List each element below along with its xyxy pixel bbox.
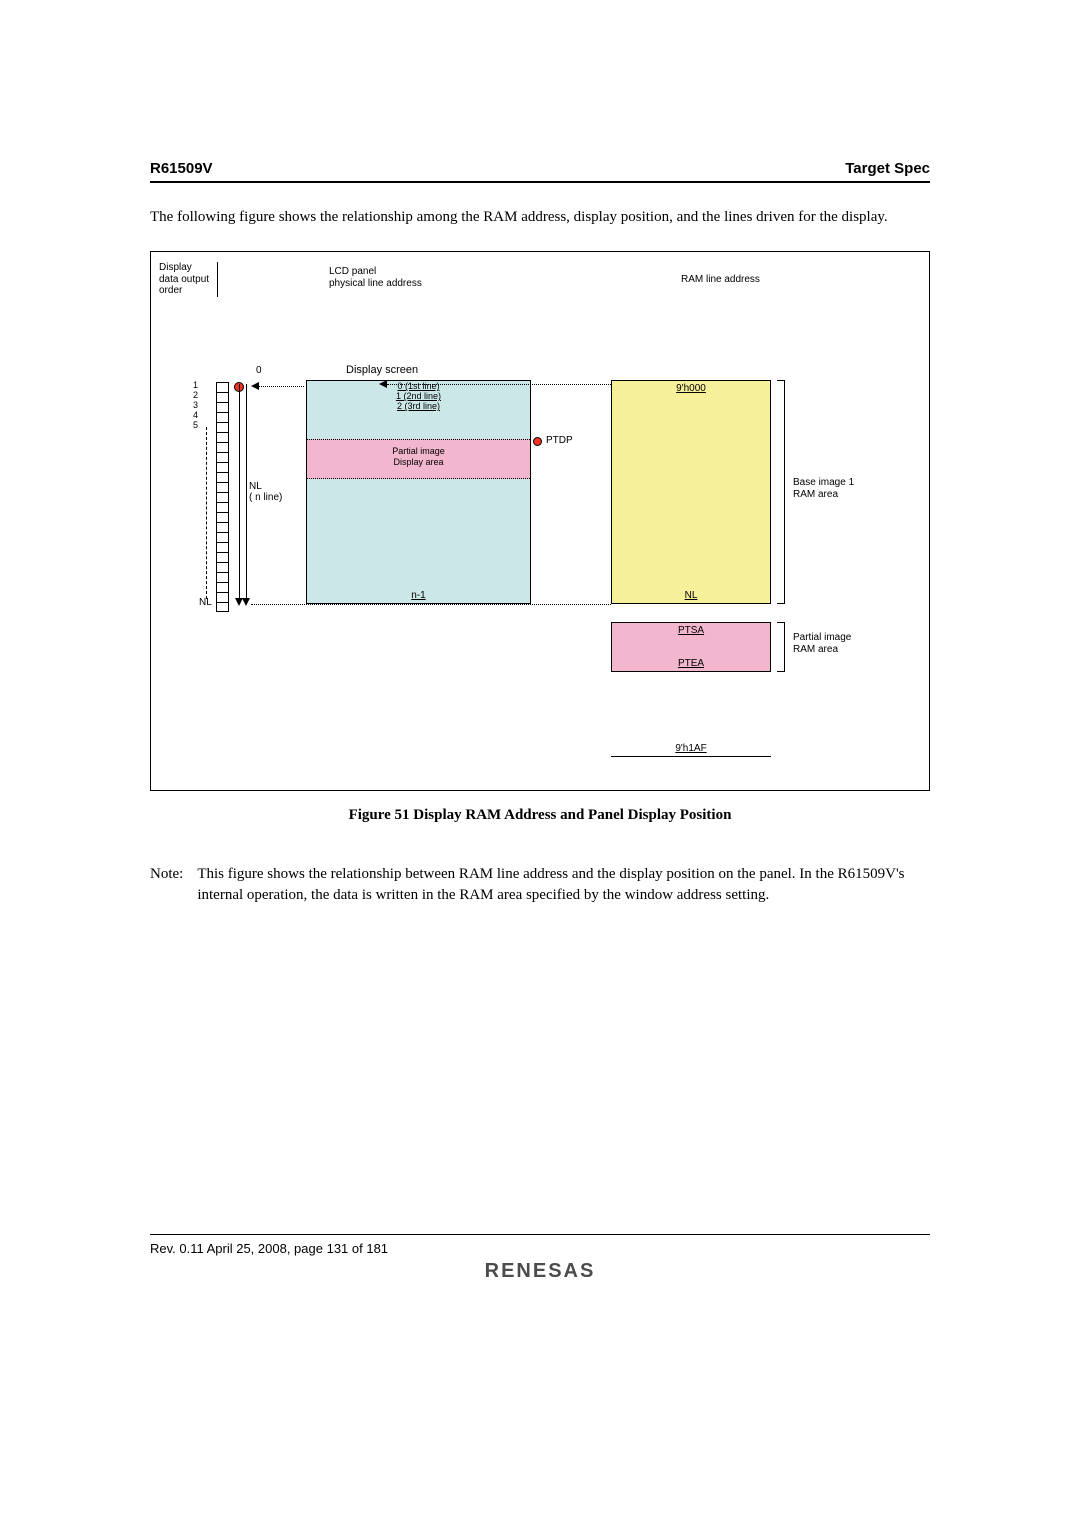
ptdp-label: PTDP [546, 435, 573, 446]
dotted-connector [259, 386, 304, 387]
order-num: 1 [193, 380, 198, 390]
dotted-connector [251, 604, 611, 605]
footer-rule [150, 1234, 930, 1235]
display-screen-label: Display screen [346, 364, 418, 376]
order-num: 2 [193, 390, 198, 400]
partial-image-ram-box: PTSA PTEA [611, 622, 771, 672]
partial-brace-label: Partial image RAM area [793, 632, 851, 655]
n-minus-1-label: n-1 [307, 590, 530, 601]
ram-base-top: 9'h000 [612, 383, 770, 394]
figure-caption: Figure 51 Display RAM Address and Panel … [150, 807, 930, 824]
ram-base-bottom: NL [612, 590, 770, 601]
page-footer: Rev. 0.11 April 25, 2008, page 131 of 18… [150, 1234, 930, 1256]
ptdp-dot-icon [533, 437, 542, 446]
arrow-line [246, 384, 247, 602]
zero-label: 0 [256, 365, 262, 376]
page-header: R61509V Target Spec [150, 160, 930, 183]
figure-diagram: Display data output order LCD panel phys… [150, 251, 930, 791]
arrow-left-icon [379, 380, 387, 388]
order-numbers: 1 2 3 4 5 [193, 380, 198, 430]
base-image-ram-box: 9'h000 NL [611, 380, 771, 604]
revision-text: Rev. 0.11 April 25, 2008, page 131 of 18… [150, 1241, 930, 1256]
ram-line-address-label: RAM line address [681, 274, 760, 285]
partial-brace-icon [777, 622, 785, 672]
ram-end-line: 9'h1AF [611, 756, 771, 768]
intro-paragraph: The following figure shows the relations… [150, 207, 930, 227]
note-label: Note: [150, 864, 183, 905]
arrow-left-icon [251, 382, 259, 390]
display-data-output-order-label: Display data output order [159, 262, 218, 297]
display-screen-box: 0 (1st line) 1 (2nd line) 2 (3rd line) P… [306, 380, 531, 604]
screen-line: 0 (1st line) [307, 381, 530, 391]
dotted-connector [387, 384, 611, 385]
order-num: 5 [193, 420, 198, 430]
ram-partial-top: PTSA [612, 625, 770, 636]
arrow-down-icon [242, 598, 250, 606]
page-content: R61509V Target Spec The following figure… [150, 160, 930, 905]
base-brace-label: Base image 1 RAM area [793, 477, 854, 500]
screen-line: 2 (3rd line) [307, 401, 530, 411]
nl-lines-label: NL ( n line) [249, 481, 282, 503]
product-code: R61509V [150, 160, 213, 177]
base-brace-icon [777, 380, 785, 604]
arrow-line [239, 384, 240, 602]
ram-end-label: 9'h1AF [675, 743, 706, 754]
order-num: 3 [193, 400, 198, 410]
lcd-panel-label: LCD panel physical line address [329, 266, 422, 289]
output-order-ladder [216, 382, 229, 612]
order-num: 4 [193, 410, 198, 420]
spec-label: Target Spec [845, 160, 930, 177]
renesas-logo: RENESAS [0, 1260, 1080, 1283]
note-block: Note: This figure shows the relationship… [150, 864, 930, 905]
ram-partial-bottom: PTEA [612, 658, 770, 669]
nl-left-label: NL [199, 597, 212, 608]
partial-display-area: Partial image Display area [307, 439, 530, 479]
order-dashed-line [206, 427, 207, 599]
note-body: This figure shows the relationship betwe… [197, 864, 930, 905]
screen-line: 1 (2nd line) [307, 391, 530, 401]
